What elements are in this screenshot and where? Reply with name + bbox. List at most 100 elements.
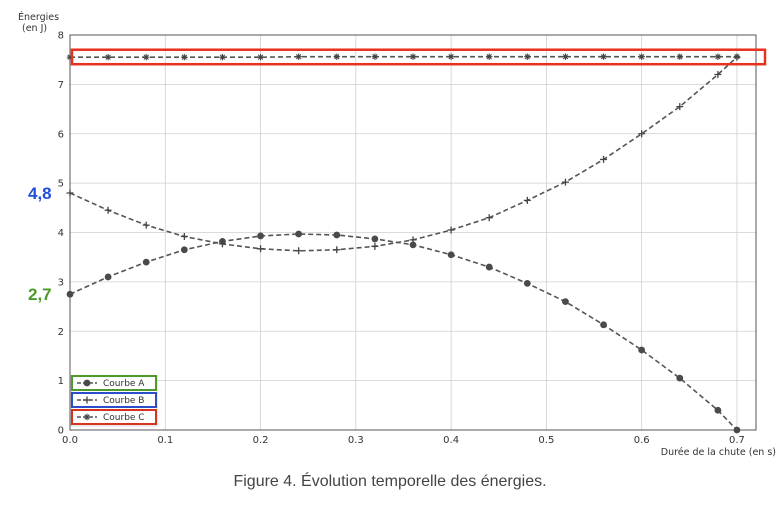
x-tick-label: 0.2 [253, 435, 269, 446]
data-point [257, 232, 264, 240]
legend-entry: Courbe A [71, 375, 157, 391]
data-point [218, 240, 226, 248]
data-point [295, 53, 302, 60]
data-point [561, 178, 569, 186]
x-tick-label: 0.7 [729, 435, 745, 446]
value-annotation: 2,7 [28, 285, 52, 304]
x-tick-label: 0.1 [157, 435, 173, 446]
value-annotation: 4,8 [28, 184, 52, 203]
legend-label: Courbe C [103, 413, 145, 423]
data-point [371, 235, 379, 243]
data-point [600, 321, 607, 329]
y-tick-label: 4 [58, 228, 64, 239]
x-tick-label: 0.6 [634, 435, 650, 446]
legend-highlight-box [71, 375, 157, 391]
data-point [600, 155, 608, 163]
y-tick-label: 8 [58, 31, 64, 42]
data-point [257, 245, 265, 253]
data-point [733, 53, 741, 60]
legend-marker [83, 379, 91, 387]
y-axis-unit: (en J) [22, 23, 47, 34]
data-point [600, 53, 607, 60]
data-point [409, 53, 417, 60]
data-point [219, 54, 226, 61]
data-point [143, 54, 150, 61]
figure-caption: Figure 4. Évolution temporelle des énerg… [233, 471, 546, 490]
data-point [142, 258, 150, 266]
y-tick-label: 2 [58, 327, 64, 338]
data-point [104, 273, 112, 281]
legend: Courbe A Courbe B Courbe C [70, 375, 158, 427]
series-layer [66, 53, 741, 434]
data-point [524, 53, 531, 60]
x-tick-label: 0.4 [443, 435, 459, 446]
data-point [257, 54, 264, 61]
data-point [447, 53, 455, 60]
data-point [409, 241, 417, 249]
data-point [180, 232, 188, 240]
x-tick-label: 0.5 [538, 435, 554, 446]
data-point [66, 290, 74, 298]
data-point [676, 53, 683, 60]
highlight-box-courbe-c [70, 48, 767, 66]
data-point [486, 53, 493, 60]
legend-highlight-box [71, 392, 157, 408]
data-point [523, 279, 531, 287]
data-point [638, 346, 646, 354]
data-point [562, 298, 569, 306]
data-point [104, 54, 112, 61]
legend-label: Courbe B [103, 396, 144, 406]
y-axis-label: Énergies [18, 11, 59, 23]
data-point [371, 242, 379, 250]
value-annotations: 4,8 2,7 [28, 184, 52, 304]
legend-entry: Courbe B [71, 392, 157, 408]
data-point [485, 214, 493, 222]
grid-lines [69, 34, 756, 431]
y-tick-label: 1 [58, 376, 64, 387]
y-axis-ticks: 0 1 2 3 4 5 6 7 8 [58, 31, 64, 437]
data-point [714, 406, 722, 414]
data-point [333, 231, 341, 239]
data-point [485, 263, 493, 271]
x-tick-label: 0.3 [348, 435, 364, 446]
x-axis-ticks: 0.0 0.1 0.2 0.3 0.4 0.5 0.6 0.7 [62, 435, 745, 446]
y-tick-label: 7 [58, 80, 64, 91]
series-line [69, 56, 738, 252]
legend-marker [83, 396, 91, 404]
y-tick-label: 6 [58, 129, 64, 140]
plot-frame [69, 34, 757, 431]
data-point [676, 374, 684, 382]
data-point [66, 189, 74, 197]
data-point [447, 226, 455, 234]
legend-highlight-box [71, 409, 157, 425]
data-point [104, 206, 112, 214]
data-point [66, 54, 74, 61]
data-point [714, 53, 722, 60]
series-1 [66, 230, 741, 434]
series-line [70, 55, 737, 59]
series-2 [66, 53, 741, 255]
legend-marker [83, 413, 91, 421]
legend-entry: Courbe C [71, 409, 157, 425]
series-3 [66, 53, 741, 61]
series-line [69, 233, 738, 431]
data-point [371, 53, 379, 60]
data-point [409, 236, 417, 244]
data-point [295, 230, 303, 238]
data-point [676, 103, 684, 111]
y-tick-label: 5 [58, 179, 64, 190]
data-point [523, 196, 531, 204]
y-tick-label: 3 [58, 277, 64, 288]
data-point [638, 53, 645, 60]
data-point [447, 251, 455, 259]
data-point [181, 54, 188, 61]
data-point [333, 53, 340, 60]
y-tick-label: 0 [58, 426, 64, 437]
data-point [295, 247, 303, 255]
data-point [333, 246, 341, 254]
data-point [180, 246, 188, 254]
data-point [733, 426, 741, 434]
data-point [714, 71, 722, 78]
legend-label: Courbe A [103, 379, 145, 389]
